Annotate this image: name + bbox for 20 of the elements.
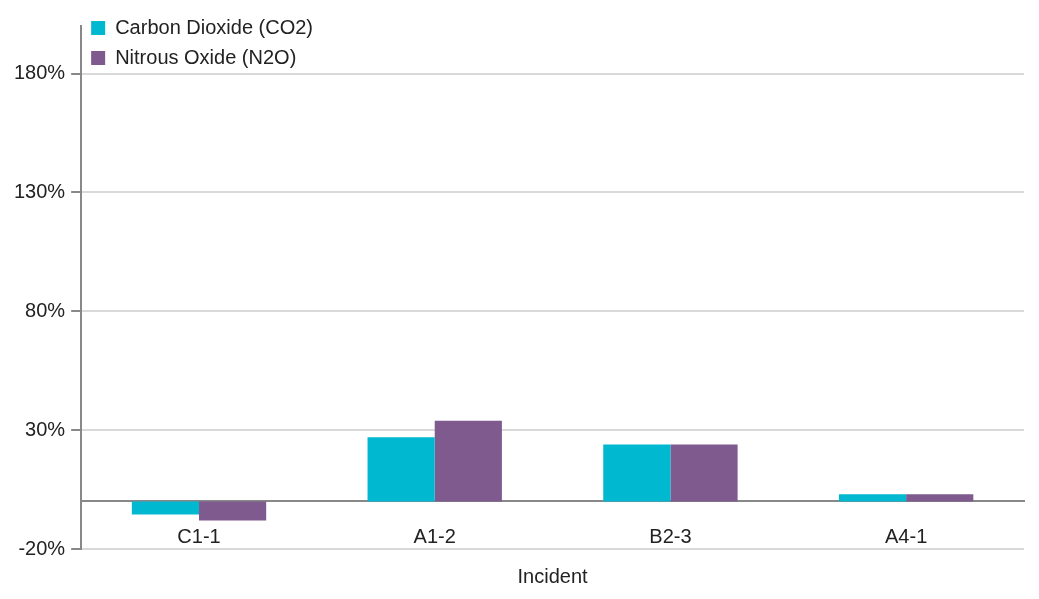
bar — [670, 444, 738, 502]
x-tick-label: A1-2 — [413, 524, 456, 547]
bar — [603, 444, 671, 502]
bar — [906, 494, 974, 502]
bar — [131, 501, 200, 515]
x-tick-label: B2-3 — [649, 524, 692, 547]
bar — [367, 437, 435, 502]
y-tick-label: 180% — [14, 61, 66, 84]
x-axis-title: Incident — [517, 564, 589, 587]
y-tick-label: 80% — [25, 298, 66, 321]
x-tick-label: A4-1 — [885, 524, 928, 547]
y-tick-label: -20% — [18, 536, 66, 559]
y-tick-label: 130% — [14, 179, 66, 202]
y-tick-label: 30% — [25, 417, 66, 440]
bar — [838, 494, 907, 502]
bar — [434, 420, 502, 502]
legend-label: Carbon Dioxide (CO2) — [115, 15, 314, 38]
x-tick-label: C1-1 — [177, 524, 221, 547]
bar — [199, 501, 267, 521]
legend-label: Nitrous Oxide (N2O) — [115, 45, 297, 68]
